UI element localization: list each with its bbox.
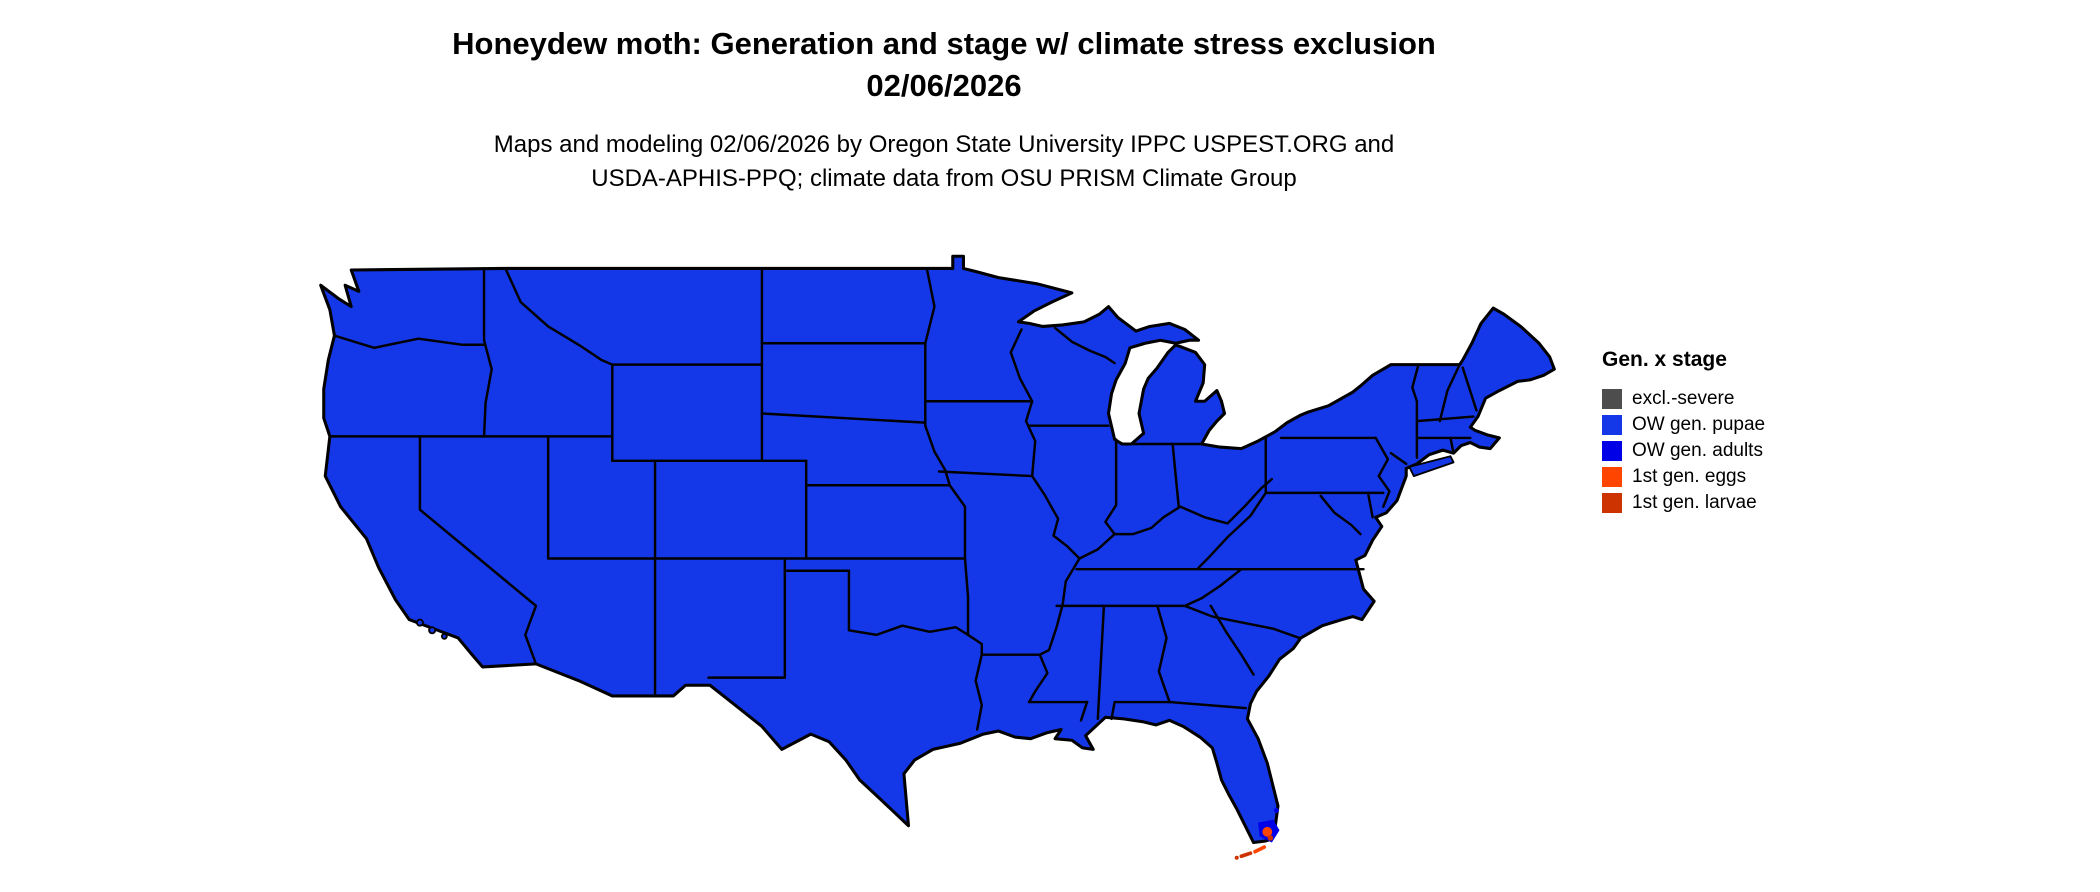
legend-item: excl.-severe [1602, 386, 1862, 412]
conus-outline [319, 254, 1556, 845]
legend-title: Gen. x stage [1602, 348, 1727, 371]
long-island [1408, 455, 1455, 477]
first-gen-eggs-region [1262, 826, 1273, 837]
channel-island [415, 618, 424, 627]
us-map [310, 233, 1565, 881]
legend-swatch-excl-severe [1602, 389, 1622, 409]
legend-label: OW gen. pupae [1632, 414, 1766, 435]
legend-label: 1st gen. eggs [1632, 466, 1747, 487]
florida-keys-eggs [1253, 845, 1267, 854]
legend-item: 1st gen. larvae [1602, 490, 1862, 516]
state-boundaries [328, 267, 1478, 731]
legend-swatch-1st-larvae [1602, 493, 1622, 513]
map-date: 02/06/2026 [866, 68, 1022, 103]
ow-adults-speck [1273, 808, 1279, 813]
us-map-svg [319, 254, 1556, 860]
subtitle-line-2: USDA-APHIS-PPQ; climate data from OSU PR… [591, 165, 1297, 192]
south-florida-hotspot [1234, 808, 1280, 860]
legend: Gen. x stage excl.-severe OW gen. pupae … [1602, 348, 1862, 516]
florida-keys-larvae [1239, 851, 1253, 859]
legend-item: OW gen. adults [1602, 438, 1862, 464]
key-west-larvae [1234, 855, 1239, 860]
legend-item: OW gen. pupae [1602, 412, 1862, 438]
first-gen-larvae-region [1267, 835, 1274, 841]
channel-island [428, 626, 437, 635]
page-title: Honeydew moth: Generation and stage w/ c… [452, 26, 1436, 61]
legend-label: excl.-severe [1632, 388, 1735, 409]
legend-swatch-ow-pupae [1602, 415, 1622, 435]
subtitle-line-1: Maps and modeling 02/06/2026 by Oregon S… [493, 131, 1395, 158]
map-subtitle: Maps and modeling 02/06/2026 by Oregon S… [0, 128, 1888, 196]
legend-swatch-1st-eggs [1602, 467, 1622, 487]
map-header: Honeydew moth: Generation and stage w/ c… [0, 24, 1888, 196]
legend-label: 1st gen. larvae [1632, 492, 1757, 513]
channel-island [440, 633, 448, 640]
legend-label: OW gen. adults [1632, 440, 1763, 461]
legend-item: 1st gen. eggs [1602, 464, 1862, 490]
legend-swatch-ow-adults [1602, 441, 1622, 461]
